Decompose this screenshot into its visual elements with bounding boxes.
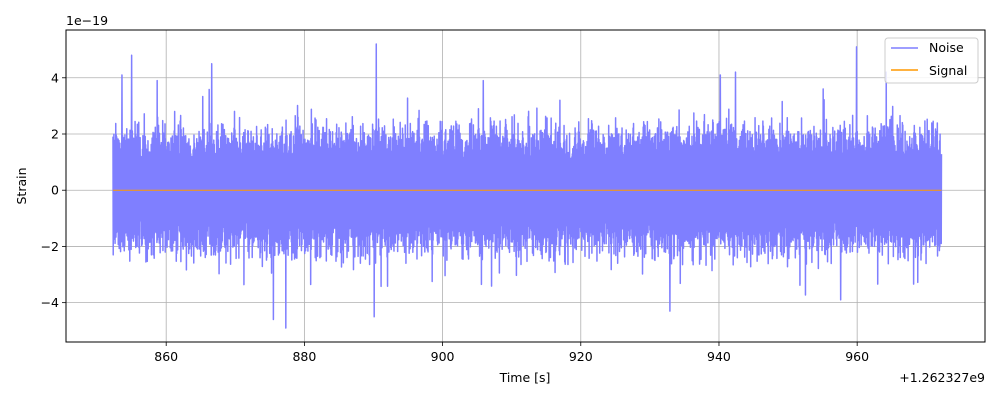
- y-tick-label: −4: [41, 295, 59, 310]
- y-axis-label: Strain: [14, 167, 29, 204]
- x-tick-label: 880: [292, 349, 316, 364]
- legend: Noise Signal: [884, 37, 979, 84]
- y-tick-label: −2: [41, 239, 59, 254]
- y-scale-label: 1e−19: [66, 13, 108, 28]
- x-offset-label: +1.262327e9: [899, 370, 985, 385]
- noise-trace: [112, 43, 943, 329]
- x-tick-label: 900: [431, 349, 455, 364]
- legend-box: [884, 37, 979, 84]
- y-tick-label: 0: [51, 183, 59, 198]
- x-axis-label: Time [s]: [499, 370, 551, 385]
- x-axis: 860 880 900 920 940 960: [154, 342, 869, 364]
- y-tick-label: 4: [51, 70, 59, 85]
- x-tick-label: 960: [845, 349, 869, 364]
- legend-signal-label: Signal: [929, 63, 967, 78]
- x-tick-label: 920: [569, 349, 593, 364]
- x-tick-label: 940: [707, 349, 731, 364]
- y-tick-label: 2: [51, 127, 59, 142]
- legend-noise-label: Noise: [929, 40, 964, 55]
- plot-frame: [65, 29, 986, 343]
- y-axis: −4 −2 0 2 4: [41, 70, 66, 310]
- x-tick-label: 860: [154, 349, 178, 364]
- noise-series: [112, 43, 943, 329]
